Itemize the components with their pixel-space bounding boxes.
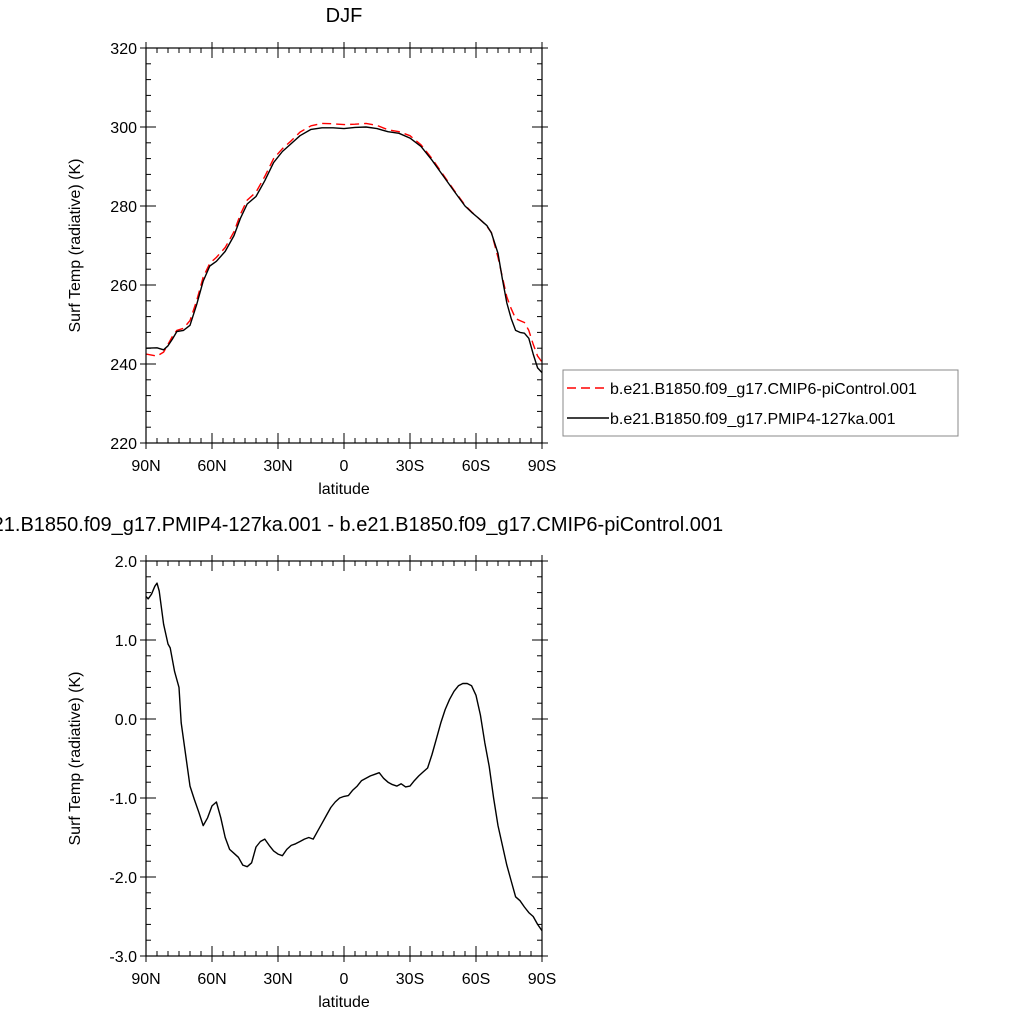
series-line-1	[146, 582, 542, 932]
chart-2: b.e21.B1850.f09_g17.PMIP4-127ka.001 - b.…	[0, 514, 723, 1011]
chart-title: DJF	[326, 5, 363, 27]
legend-label-2: b.e21.B1850.f09_g17.PMIP4-127ka.001	[610, 411, 896, 428]
x-tick-label: 0	[340, 458, 349, 475]
y-tick-label: 300	[110, 120, 137, 137]
x-tick-label: 60N	[197, 971, 226, 988]
y-tick-label: 240	[110, 357, 137, 374]
x-tick-label: 30N	[263, 458, 292, 475]
x-tick-label: 90S	[528, 971, 556, 988]
y-axis-title: Surf Temp (radiative) (K)	[67, 672, 84, 846]
chart-1: DJF 90N 60N 30N 0 30S 60S 90S 220 240 260 280 300 320…	[67, 5, 959, 498]
x-tick-label: 60S	[462, 971, 490, 988]
y-tick-label: 1.0	[115, 633, 137, 650]
y-tick-label: -3.0	[109, 949, 137, 966]
x-tick-label: 30S	[396, 971, 424, 988]
y-axis-title: Surf Temp (radiative) (K)	[67, 159, 84, 333]
plot-frame	[145, 560, 543, 957]
x-tick-label: 60N	[197, 458, 226, 475]
x-tick-label: 60S	[462, 458, 490, 475]
x-tick-label: 90N	[131, 458, 160, 475]
y-tick-label: 2.0	[115, 554, 137, 571]
series-line-1	[146, 122, 542, 363]
legend: b.e21.B1850.f09_g17.CMIP6-piControl.001b…	[562, 369, 959, 437]
x-tick-label: 30S	[396, 458, 424, 475]
y-tick-label: 0.0	[115, 712, 137, 729]
legend-label-1: b.e21.B1850.f09_g17.CMIP6-piControl.001	[610, 381, 917, 398]
x-tick-label: 0	[340, 971, 349, 988]
y-tick-label: 220	[110, 436, 137, 453]
y-tick-label: -1.0	[109, 791, 137, 808]
x-axis-title: latitude	[318, 481, 370, 498]
x-axis-title: latitude	[318, 994, 370, 1011]
chart-title: b.e21.B1850.f09_g17.PMIP4-127ka.001 - b.…	[0, 514, 723, 536]
x-tick-label: 90S	[528, 458, 556, 475]
legend-box	[562, 369, 959, 437]
series-line-2	[146, 126, 542, 374]
plot-frame	[145, 47, 543, 444]
x-tick-label: 30N	[263, 971, 292, 988]
y-tick-label: 320	[110, 41, 137, 58]
y-tick-label: 260	[110, 278, 137, 295]
y-tick-label: -2.0	[109, 870, 137, 887]
y-tick-label: 280	[110, 199, 137, 216]
x-tick-label: 90N	[131, 971, 160, 988]
